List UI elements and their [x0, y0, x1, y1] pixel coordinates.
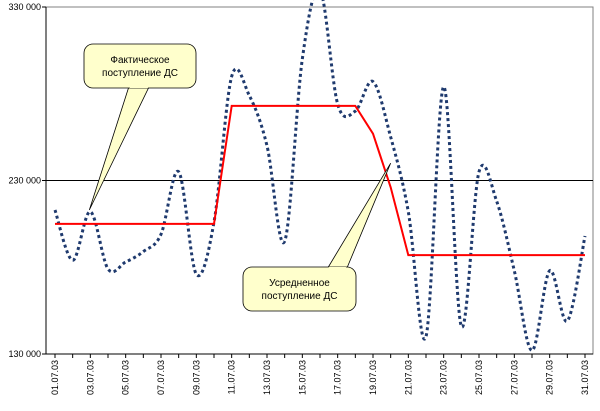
x-tick-label: 05.07.03 — [121, 360, 131, 395]
series-line-average — [55, 104, 585, 257]
callouts: Фактическое поступление ДС Усредненное пост… — [83, 43, 392, 312]
series-line-actual — [53, 0, 587, 353]
x-tick-label: 23.07.03 — [439, 360, 449, 395]
x-tick-label: 09.07.03 — [191, 360, 201, 395]
callout-line2: поступление ДС — [262, 291, 338, 302]
callout-line1: Усредненное — [269, 278, 330, 289]
y-tick-label: 130 000 — [8, 349, 41, 359]
x-tick-label: 17.07.03 — [333, 360, 343, 395]
y-tick-label: 330 000 — [8, 2, 41, 12]
x-tick-label: 19.07.03 — [368, 360, 378, 395]
x-tick-label: 21.07.03 — [403, 360, 413, 395]
callout-box — [83, 43, 197, 89]
x-tick-label: 15.07.03 — [297, 360, 307, 395]
x-tick-label: 29.07.03 — [545, 360, 555, 395]
x-tick-label: 27.07.03 — [509, 360, 519, 395]
x-axis: 01.07.03 03.07.03 05.07.03 07.07.03 09.07.03… — [46, 353, 593, 395]
x-tick-label: 11.07.03 — [227, 360, 237, 394]
callout-line2: поступление ДС — [102, 68, 178, 79]
x-tick-label: 03.07.03 — [85, 360, 95, 395]
callout-line1: Фактическое — [110, 55, 170, 66]
y-tick-label: 230 000 — [8, 176, 41, 186]
y-axis: 130 000 230 000 330 000 — [8, 2, 47, 359]
x-tick-label: 07.07.03 — [156, 360, 166, 395]
x-tick-label: 01.07.03 — [50, 360, 60, 395]
callout-box — [242, 266, 357, 312]
x-tick-label: 25.07.03 — [474, 360, 484, 395]
x-tick-label: 31.07.03 — [580, 360, 590, 395]
x-tick-label: 13.07.03 — [262, 360, 272, 395]
series-layer — [53, 0, 587, 353]
